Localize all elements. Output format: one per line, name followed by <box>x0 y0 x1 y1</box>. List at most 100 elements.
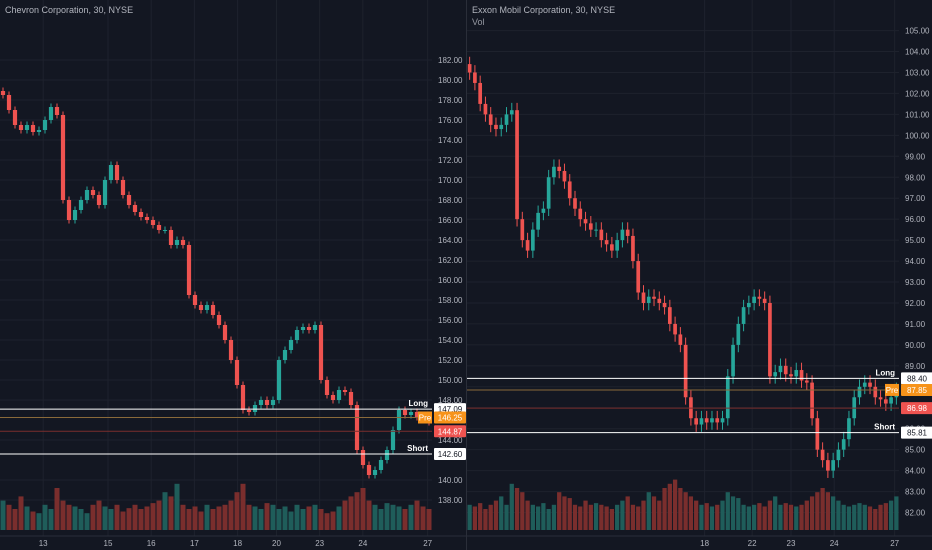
candle[interactable] <box>18 125 24 130</box>
candle[interactable] <box>525 240 530 251</box>
candle[interactable] <box>342 390 348 392</box>
candle[interactable] <box>324 380 330 395</box>
candle[interactable] <box>300 327 306 330</box>
chevron-chart-pane[interactable]: Long Pre Short 182.00 180.00 178.00 176.00 174.… <box>0 0 466 550</box>
candle[interactable] <box>312 325 318 330</box>
candle[interactable] <box>12 110 18 125</box>
candle[interactable] <box>841 439 846 450</box>
candle[interactable] <box>198 305 204 310</box>
candle[interactable] <box>562 170 567 182</box>
candle[interactable] <box>270 400 276 405</box>
candle[interactable] <box>126 195 132 205</box>
candle[interactable] <box>799 370 804 381</box>
candle[interactable] <box>752 296 756 303</box>
candle[interactable] <box>282 350 288 360</box>
candle[interactable] <box>120 180 126 195</box>
candle[interactable] <box>294 330 300 340</box>
candle[interactable] <box>192 295 198 305</box>
candle[interactable] <box>180 240 186 245</box>
candle[interactable] <box>499 124 504 130</box>
candle[interactable] <box>483 103 488 115</box>
candle[interactable] <box>258 400 264 405</box>
candle[interactable] <box>683 344 688 398</box>
candle[interactable] <box>836 449 841 461</box>
candle[interactable] <box>636 261 641 293</box>
candle[interactable] <box>246 410 252 412</box>
volume-indicator-label[interactable]: Vol <box>472 17 485 27</box>
candle[interactable] <box>667 307 672 324</box>
candle[interactable] <box>234 360 240 385</box>
candle[interactable] <box>778 365 783 373</box>
candle[interactable] <box>360 450 366 465</box>
candle[interactable] <box>641 292 646 303</box>
candle[interactable] <box>699 418 704 425</box>
candle[interactable] <box>883 399 888 404</box>
candle[interactable] <box>473 72 477 83</box>
candle[interactable] <box>210 305 216 315</box>
candle[interactable] <box>873 386 878 398</box>
candle[interactable] <box>857 386 862 398</box>
candle[interactable] <box>60 115 66 200</box>
candle[interactable] <box>102 180 108 205</box>
candle[interactable] <box>138 212 144 217</box>
candle[interactable] <box>384 450 390 460</box>
candle[interactable] <box>114 165 120 180</box>
candle[interactable] <box>878 397 883 400</box>
candle[interactable] <box>741 307 746 324</box>
candle[interactable] <box>747 302 751 308</box>
candle[interactable] <box>396 410 402 430</box>
candle[interactable] <box>402 410 408 415</box>
candle[interactable] <box>24 125 30 130</box>
candle[interactable] <box>868 382 872 387</box>
candle[interactable] <box>583 219 588 224</box>
candle[interactable] <box>0 91 6 95</box>
candle[interactable] <box>620 229 625 241</box>
candle[interactable] <box>557 166 562 171</box>
candle[interactable] <box>78 200 84 210</box>
candle[interactable] <box>552 166 556 178</box>
candle[interactable] <box>372 470 378 475</box>
candle[interactable] <box>736 323 741 345</box>
candle[interactable] <box>847 418 851 440</box>
candle[interactable] <box>96 195 102 205</box>
exxon-price-chart[interactable]: Long Pre Short 105.00 104.00 103.00 102.00 101.… <box>467 0 932 550</box>
candle[interactable] <box>831 460 835 471</box>
candle[interactable] <box>330 395 336 400</box>
candle[interactable] <box>90 190 96 195</box>
candle[interactable] <box>168 230 174 245</box>
candle[interactable] <box>72 210 78 220</box>
candle[interactable] <box>36 130 42 132</box>
candle[interactable] <box>336 390 342 400</box>
candle[interactable] <box>725 376 730 419</box>
candle[interactable] <box>132 205 138 212</box>
candle[interactable] <box>515 110 519 220</box>
candle[interactable] <box>288 340 294 350</box>
candle[interactable] <box>240 385 246 410</box>
candle[interactable] <box>504 114 509 125</box>
candle[interactable] <box>789 374 793 377</box>
candle[interactable] <box>42 120 48 130</box>
candle[interactable] <box>531 229 535 251</box>
candle[interactable] <box>318 325 324 380</box>
exxon-chart-pane[interactable]: Long Pre Short 105.00 104.00 103.00 102.00 101.… <box>466 0 932 550</box>
candle[interactable] <box>306 327 312 330</box>
candle[interactable] <box>578 208 583 220</box>
candle[interactable] <box>773 372 778 377</box>
candle[interactable] <box>541 208 546 213</box>
candle[interactable] <box>186 245 192 295</box>
candle[interactable] <box>156 225 162 230</box>
candle[interactable] <box>762 298 767 303</box>
candle[interactable] <box>520 219 525 241</box>
candle[interactable] <box>804 380 809 383</box>
candle[interactable] <box>646 296 651 303</box>
candle[interactable] <box>478 82 483 104</box>
candle[interactable] <box>757 296 762 299</box>
candle[interactable] <box>783 365 788 375</box>
candle[interactable] <box>546 177 551 209</box>
candle[interactable] <box>715 418 720 423</box>
candle[interactable] <box>204 305 210 310</box>
candle[interactable] <box>48 107 54 120</box>
candle[interactable] <box>467 64 472 73</box>
candle[interactable] <box>815 418 820 450</box>
candle[interactable] <box>594 229 598 231</box>
